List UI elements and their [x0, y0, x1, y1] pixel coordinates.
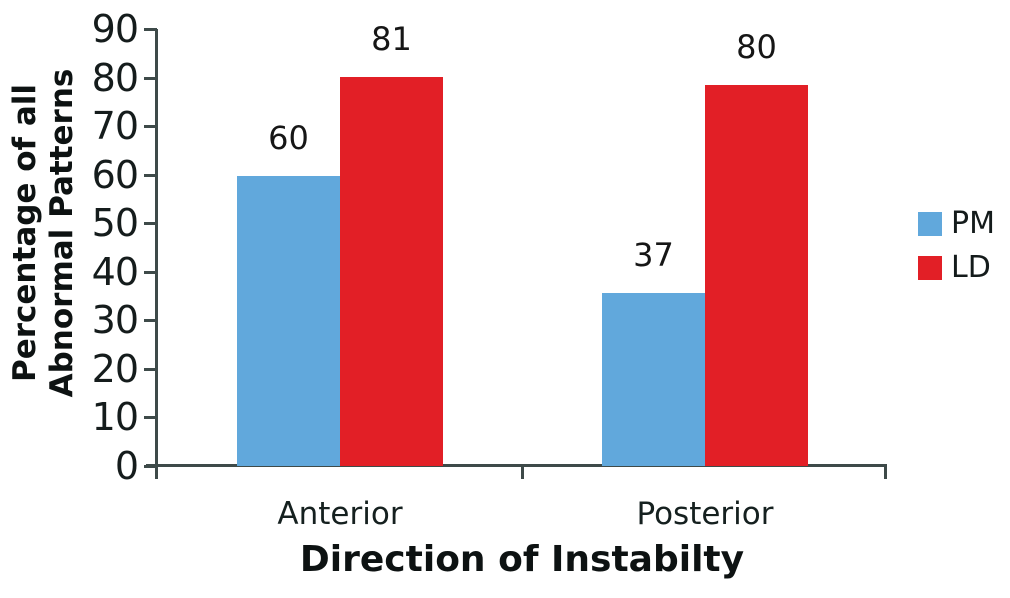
bar-pm-anterior	[237, 176, 340, 466]
y-axis-tick	[144, 319, 157, 323]
legend: PM LD	[918, 209, 995, 297]
bar-pm-posterior	[602, 293, 705, 466]
y-axis-tick	[144, 28, 157, 31]
y-axis-tick-label: 80	[91, 55, 139, 100]
x-axis-end-tick	[884, 466, 887, 479]
y-axis-tick	[144, 270, 157, 274]
bar-ld-anterior	[340, 77, 443, 466]
legend-item-pm: PM	[918, 209, 995, 239]
legend-label: PM	[951, 206, 995, 241]
y-axis-tick	[144, 367, 157, 371]
x-category-label: Posterior	[636, 496, 774, 532]
y-axis-tick	[144, 222, 157, 226]
x-axis-mid-tick	[521, 466, 524, 479]
y-axis-tick-label: 40	[91, 249, 139, 294]
bar-value-label: 80	[736, 28, 777, 66]
bar-value-label: 37	[633, 236, 674, 274]
legend-item-ld: LD	[918, 253, 995, 283]
x-axis-line	[146, 464, 887, 467]
y-axis-tick-label: 20	[91, 346, 139, 391]
y-axis-tick-label: 70	[91, 104, 139, 149]
x-axis-title: Direction of Instabilty	[299, 539, 745, 580]
y-axis-tick-label: 0	[114, 444, 139, 488]
y-axis-tick	[144, 125, 157, 129]
bar-value-label: 60	[268, 119, 309, 157]
bar-value-label: 81	[371, 20, 412, 58]
legend-swatch-pm	[918, 212, 942, 236]
y-axis-tick-label: 90	[91, 7, 139, 51]
x-category-label: Anterior	[277, 496, 403, 532]
y-axis-tick-label: 10	[91, 395, 139, 440]
y-axis-tick	[144, 173, 157, 177]
y-axis-line	[155, 29, 158, 479]
y-axis-tick	[144, 76, 157, 80]
y-axis-tick-label: 30	[91, 298, 139, 343]
y-axis-tick-label: 60	[91, 152, 139, 197]
legend-label: LD	[951, 250, 991, 285]
y-axis-tick	[144, 416, 157, 420]
legend-swatch-ld	[918, 256, 942, 280]
y-axis-title-line1: Percentage of all	[7, 84, 43, 382]
y-axis-tick	[144, 465, 157, 468]
bar-ld-posterior	[705, 85, 808, 466]
y-axis-tick-label: 50	[91, 201, 139, 246]
